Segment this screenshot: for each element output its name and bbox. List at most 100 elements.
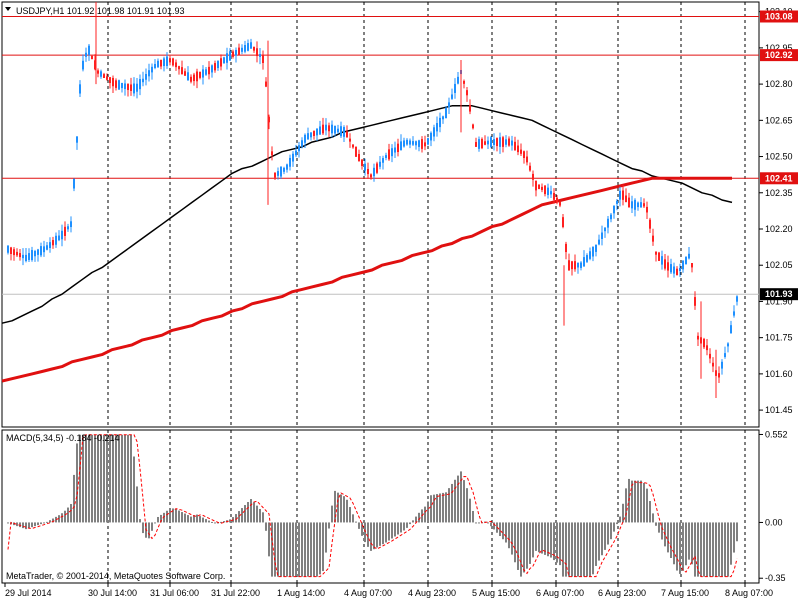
candle-body: [412, 141, 414, 145]
dropdown-arrow-icon[interactable]: [5, 7, 11, 11]
macd-bar: [298, 522, 300, 577]
macd-bar: [337, 492, 339, 523]
macd-axis: 0.552 0.00 -0.35: [759, 429, 788, 583]
macd-bar: [535, 522, 537, 551]
candle-body: [598, 239, 600, 245]
macd-label: MACD(5,34,5) -0.184 -0.214: [6, 433, 120, 443]
macd-bar: [40, 522, 42, 525]
macd-bar: [175, 509, 177, 523]
macd-bar: [598, 522, 600, 561]
current-price-tag: [760, 288, 798, 301]
candle-body: [331, 124, 333, 134]
macd-bar: [553, 522, 555, 561]
macd-bar: [157, 516, 159, 523]
candle-body: [196, 71, 198, 82]
macd-bar: [655, 522, 657, 526]
time-tick-label: 6 Aug 23:00: [598, 588, 646, 598]
price-tick-label: 102.95: [765, 43, 793, 53]
macd-bar: [406, 522, 408, 528]
macd-bar: [685, 522, 687, 566]
candle-body: [475, 142, 477, 147]
macd-bar: [250, 499, 252, 523]
time-tick-label: 5 Aug 15:00: [472, 588, 520, 598]
macd-bar: [508, 522, 510, 549]
macd-bar: [178, 510, 180, 523]
candle-body: [259, 54, 261, 57]
macd-bar: [223, 521, 225, 523]
candle-body: [550, 191, 552, 195]
macd-bar: [364, 522, 366, 543]
candle-body: [709, 353, 711, 359]
macd-bar: [268, 522, 270, 557]
candle-body: [697, 335, 699, 340]
macd-bar: [559, 522, 561, 566]
macd-bar: [676, 522, 678, 571]
macd-bar: [412, 520, 414, 523]
candle-body: [427, 138, 429, 145]
time-tick-label: 30 Jul 14:00: [88, 588, 137, 598]
macd-bar: [625, 488, 627, 523]
candle-body: [97, 70, 99, 74]
macd-bar: [547, 522, 549, 557]
candle-body: [40, 246, 42, 256]
macd-bar: [556, 522, 558, 563]
candle-body: [133, 83, 135, 94]
candle-body: [322, 124, 324, 134]
macd-bar: [730, 522, 732, 565]
macd-bar: [313, 522, 315, 577]
copyright-text: MetaTrader, © 2001-2014, MetaQuotes Soft…: [6, 571, 225, 581]
candle-body: [724, 353, 726, 357]
macd-bar: [16, 522, 18, 527]
macd-bar: [82, 434, 84, 523]
candle-body: [676, 268, 678, 275]
macd-bar: [94, 434, 96, 523]
candle-body: [106, 76, 108, 80]
candle-body: [595, 244, 597, 252]
candle-body: [121, 83, 123, 89]
candle-body: [301, 140, 303, 147]
time-tick-label: 7 Aug 15:00: [661, 588, 709, 598]
candle-body: [589, 251, 591, 259]
candle-body: [211, 65, 213, 73]
candle-body: [337, 128, 339, 133]
candle-body: [481, 138, 483, 149]
macd-bar: [691, 522, 693, 565]
macd-bar: [304, 522, 306, 577]
candle-body: [229, 51, 231, 61]
macd-panel[interactable]: 0.552 0.00 -0.35 MACD(5,34,5) -0.184 -0.21…: [1, 429, 788, 584]
macd-bar: [634, 480, 636, 523]
macd-bar: [439, 493, 441, 523]
candle-body: [706, 345, 708, 351]
macd-bar: [220, 521, 222, 523]
candle-body: [238, 47, 240, 55]
macd-bar: [697, 522, 699, 577]
horizontal-levels[interactable]: [2, 15, 759, 295]
price-tick-label: 101.60: [765, 369, 793, 379]
macd-bar: [382, 522, 384, 545]
candle-body: [691, 263, 693, 268]
level-price-text: 102.41: [765, 173, 793, 183]
macd-bar: [502, 522, 504, 540]
candle-body: [430, 132, 432, 141]
candle-body: [472, 124, 474, 129]
candle-body: [652, 235, 654, 242]
candle-body: [493, 139, 495, 146]
candle-body: [148, 70, 150, 77]
candle-body: [556, 197, 558, 203]
candle-body: [658, 252, 660, 261]
macd-bar: [340, 494, 342, 523]
candle-body: [562, 217, 564, 228]
macd-bar: [652, 513, 654, 523]
price-panel[interactable]: 103.10102.95102.80102.65102.50102.35102.…: [1, 1, 798, 428]
candle-body: [403, 140, 405, 147]
candle-body: [127, 84, 129, 90]
macd-bar: [658, 522, 660, 533]
macd-bar: [115, 434, 117, 523]
macd-bar: [706, 522, 708, 577]
macd-bar: [619, 516, 621, 523]
macd-bar: [259, 508, 261, 523]
candle-body: [49, 242, 51, 249]
candle-body: [292, 153, 294, 162]
macd-bar: [694, 522, 696, 577]
